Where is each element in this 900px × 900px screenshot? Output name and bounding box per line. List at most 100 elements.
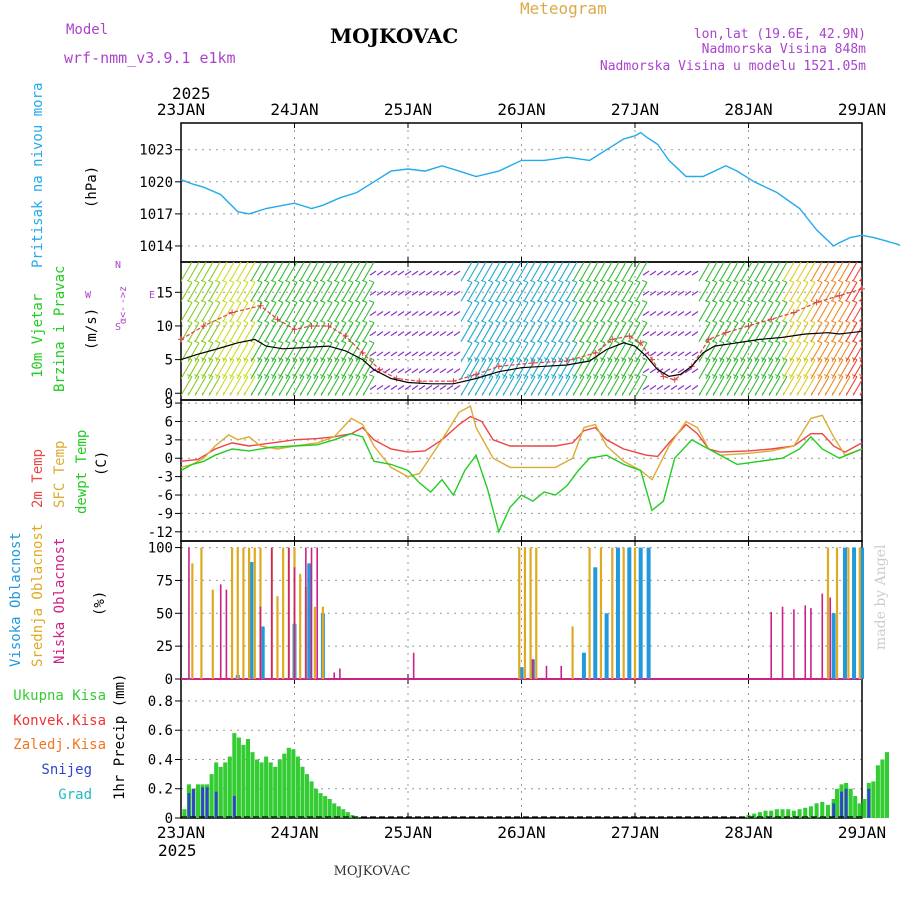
precip-legend-hail: Grad xyxy=(58,787,92,803)
wind-barb xyxy=(313,282,326,302)
wind-barb xyxy=(572,282,585,302)
wind-barb xyxy=(635,359,648,379)
wind-barb xyxy=(341,302,354,322)
wind-barb xyxy=(859,316,862,322)
wind-barb xyxy=(705,376,718,396)
wind-barb xyxy=(474,359,487,379)
wind-gust-marker xyxy=(836,292,843,299)
wind-barb xyxy=(201,376,214,396)
wind-barb xyxy=(628,322,641,342)
precip-total-bar xyxy=(245,738,251,818)
temp-line-2 xyxy=(180,432,863,534)
wind-barb xyxy=(523,342,536,363)
wind-barb xyxy=(432,368,440,374)
wind-barb xyxy=(733,262,746,282)
wind-barb xyxy=(446,331,454,337)
wind-barb xyxy=(572,302,585,322)
wind-barb xyxy=(467,302,480,322)
wind-barb xyxy=(551,262,564,282)
wind-barb xyxy=(586,322,599,342)
footer-location: MOJKOVAC xyxy=(334,864,411,879)
wind-barb xyxy=(187,262,200,282)
x-date-label-top: 26JAN xyxy=(497,100,545,119)
wind-barb xyxy=(292,359,305,379)
wind-barb xyxy=(621,322,634,342)
wind-barb xyxy=(775,322,788,342)
wind-barb xyxy=(488,322,501,342)
wind-barb xyxy=(481,359,494,379)
precip-total-bar xyxy=(318,793,323,818)
cloud-bar-0 xyxy=(852,547,857,679)
wind-gust-marker xyxy=(473,371,480,378)
wind-barb xyxy=(278,262,291,282)
wind-barb xyxy=(502,302,515,322)
wind-barb xyxy=(418,351,426,357)
wind-barb xyxy=(320,282,333,302)
wind-barb xyxy=(796,262,809,282)
wind-barb xyxy=(663,351,671,357)
precip-total-bar xyxy=(264,756,269,818)
wind-barb xyxy=(782,302,795,322)
precip-total-bar xyxy=(341,809,346,818)
wind-barb xyxy=(810,376,823,396)
wind-barb xyxy=(572,376,585,396)
wind-barb xyxy=(838,359,851,379)
wind-barb xyxy=(684,270,692,276)
year-top: 2025 xyxy=(172,84,211,103)
wind-barb xyxy=(768,262,781,282)
wind-barb xyxy=(327,376,340,396)
wind-barb xyxy=(782,376,795,396)
wind-barb xyxy=(586,282,599,302)
wind-barb xyxy=(229,342,242,363)
wind-barb xyxy=(481,282,494,302)
wind-barb xyxy=(817,322,830,342)
wind-barb xyxy=(558,376,571,396)
wind-barb xyxy=(362,302,375,322)
wind-barb xyxy=(845,302,858,322)
wind-barb xyxy=(663,385,671,391)
wind-barb xyxy=(579,262,592,282)
wind-barb xyxy=(439,331,447,337)
wind-barb xyxy=(838,262,851,282)
cloud-bar-0 xyxy=(860,547,864,679)
wind-barb xyxy=(411,310,419,316)
wind-barb xyxy=(474,342,487,363)
wind-barb xyxy=(181,359,193,379)
wind-barb xyxy=(635,282,648,302)
wind-barb xyxy=(453,331,461,337)
x-date-label-top: 28JAN xyxy=(724,100,772,119)
wind-barb xyxy=(418,270,426,276)
wind-barb xyxy=(355,262,368,282)
wind-barb xyxy=(215,322,228,342)
wind-barb xyxy=(236,359,249,379)
y-tick-label: 1023 xyxy=(139,143,173,159)
wind-barb xyxy=(747,359,760,379)
cloud-bar-0 xyxy=(831,613,836,679)
wind-barb xyxy=(677,351,685,357)
wind-barb xyxy=(621,376,634,396)
wind-barb xyxy=(712,282,725,302)
wind-barb xyxy=(292,342,305,363)
product-title: Meteogram xyxy=(520,0,607,18)
wind-barb xyxy=(376,270,384,276)
wind-barb xyxy=(355,322,368,342)
wind-barb xyxy=(236,322,249,342)
wind-barb xyxy=(467,262,480,282)
wind-barb xyxy=(432,290,440,296)
wind-barb xyxy=(691,310,699,316)
wind-barb xyxy=(579,322,592,342)
wind-barb xyxy=(453,310,461,316)
wind-barb xyxy=(558,359,571,379)
wind-barb xyxy=(250,342,263,363)
wind-barb xyxy=(278,282,291,302)
wind-barb xyxy=(663,310,671,316)
wind-barb xyxy=(740,359,753,379)
wind-barb xyxy=(572,342,585,363)
wind-barb xyxy=(369,290,377,296)
wind-barb xyxy=(334,342,347,363)
wind-barb xyxy=(425,310,433,316)
wind-gust-marker xyxy=(529,359,536,366)
precip-total-bar xyxy=(780,809,785,818)
wind-barb xyxy=(250,282,263,302)
